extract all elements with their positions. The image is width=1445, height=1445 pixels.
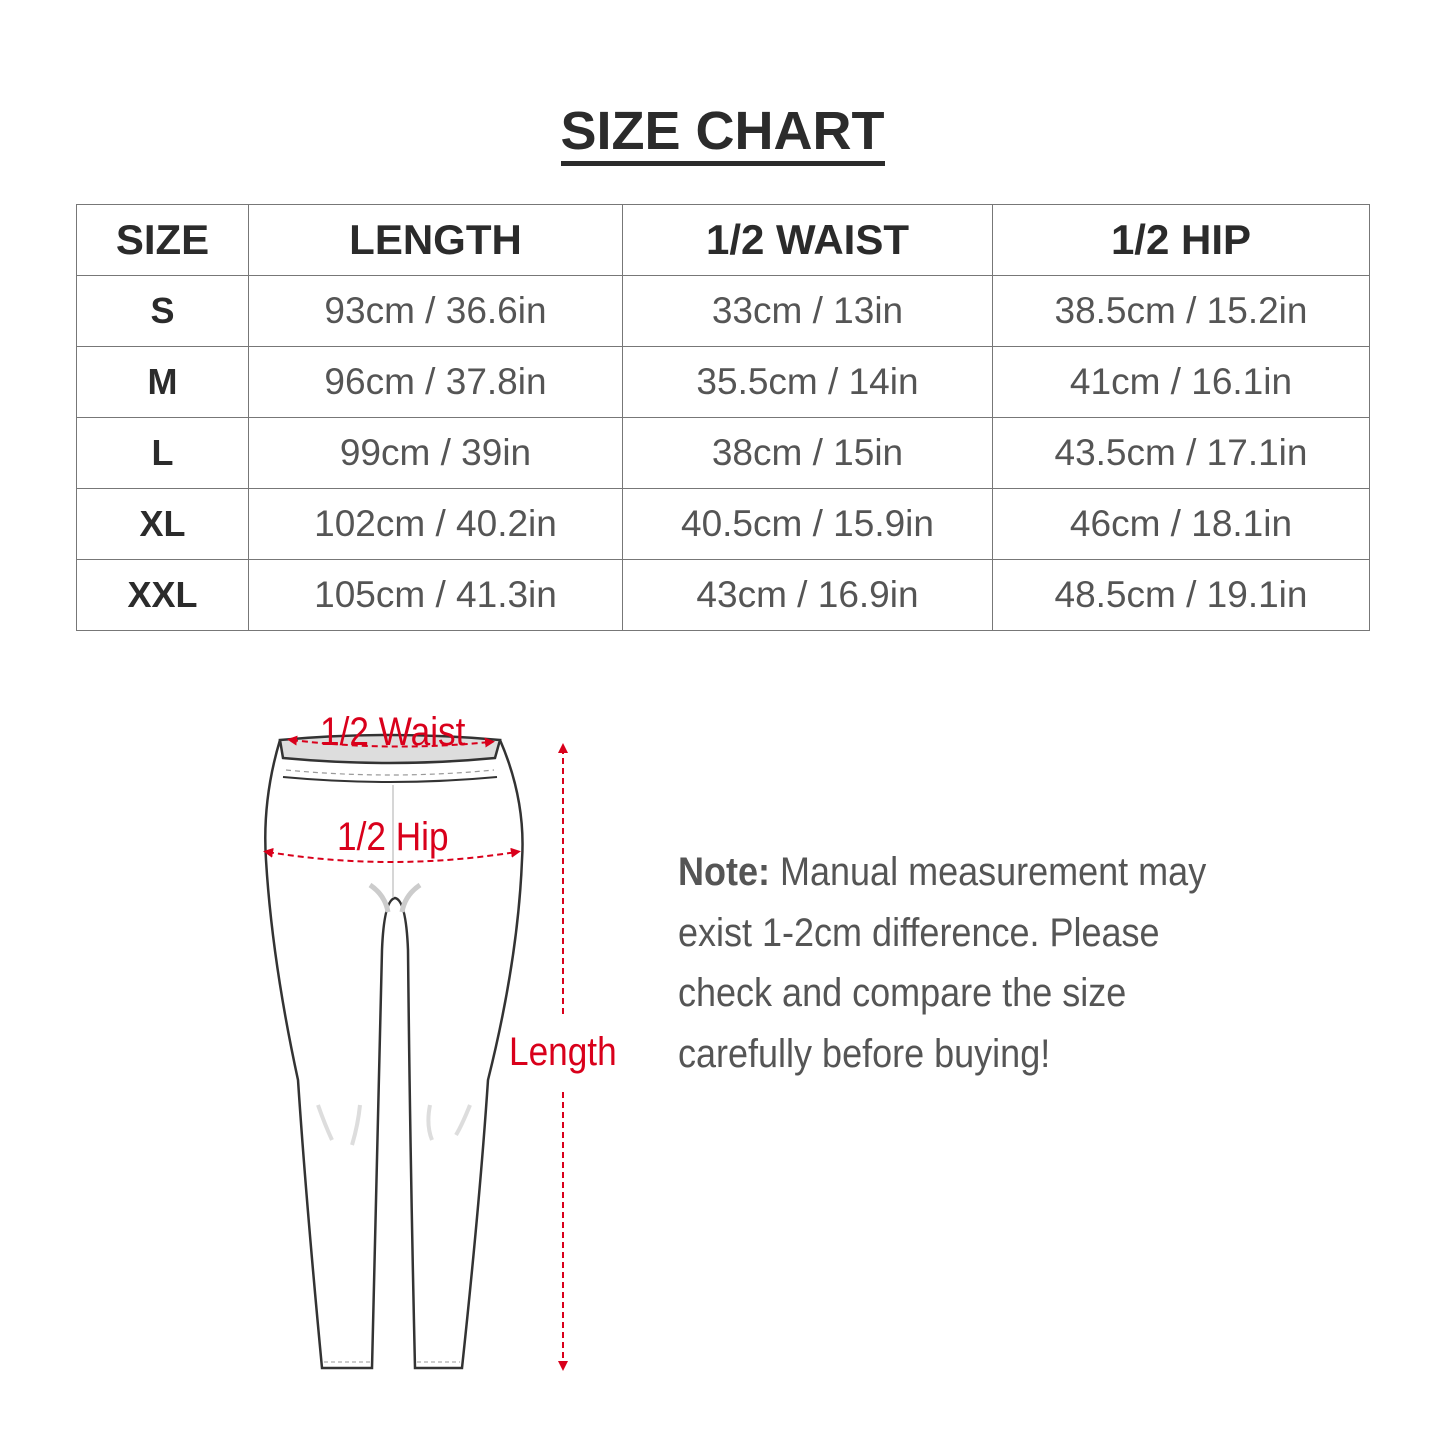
note-text: Manual measurement may exist 1-2cm diffe…	[678, 850, 1207, 1076]
cell-waist: 43cm / 16.9in	[622, 559, 993, 631]
measurement-arrows	[263, 735, 568, 1371]
cell-hip: 43.5cm / 17.1in	[992, 417, 1370, 489]
table-header: SIZE LENGTH 1/2 WAIST 1/2 HIP	[76, 204, 1370, 276]
cell-hip: 48.5cm / 19.1in	[992, 559, 1370, 631]
header-size: SIZE	[76, 204, 249, 276]
waist-arrow-icon	[287, 735, 495, 748]
table-row: XXL 105cm / 41.3in 43cm / 16.9in 48.5cm / 1…	[76, 559, 1370, 631]
header-waist: 1/2 WAIST	[622, 204, 993, 276]
cell-hip: 38.5cm / 15.2in	[992, 275, 1370, 347]
cell-waist: 35.5cm / 14in	[622, 346, 993, 418]
note-label: Note:	[678, 850, 770, 894]
cell-length: 99cm / 39in	[248, 417, 623, 489]
table-row: S 93cm / 36.6in 33cm / 13in 38.5cm / 15.2in	[76, 275, 1370, 347]
cell-waist: 33cm / 13in	[622, 275, 993, 347]
table-row: M 96cm / 37.8in 35.5cm / 14in 41cm / 16.1in	[76, 346, 1370, 418]
cell-hip: 41cm / 16.1in	[992, 346, 1370, 418]
cell-size: XL	[76, 488, 249, 560]
note: Note: Manual measurement may exist 1-2cm…	[678, 842, 1236, 1084]
hip-arrow-icon	[263, 847, 521, 863]
cell-size: M	[76, 346, 249, 418]
table-row: XL 102cm / 40.2in 40.5cm / 15.9in 46cm / 18…	[76, 488, 1370, 560]
cell-length: 105cm / 41.3in	[248, 559, 623, 631]
cell-waist: 40.5cm / 15.9in	[622, 488, 993, 560]
size-table: SIZE LENGTH 1/2 WAIST 1/2 HIP S 93cm / 36…	[76, 204, 1370, 631]
hip-label: 1/2 Hip	[337, 815, 449, 859]
cell-waist: 38cm / 15in	[622, 417, 993, 489]
page-title: SIZE CHART	[0, 100, 1445, 166]
waist-label: 1/2 Waist	[320, 710, 466, 754]
length-label: Length	[509, 1030, 617, 1074]
cell-size: L	[76, 417, 249, 489]
cell-size: XXL	[76, 559, 249, 631]
table-row: L 99cm / 39in 38cm / 15in 43.5cm / 17.1in	[76, 417, 1370, 489]
cell-length: 102cm / 40.2in	[248, 488, 623, 560]
